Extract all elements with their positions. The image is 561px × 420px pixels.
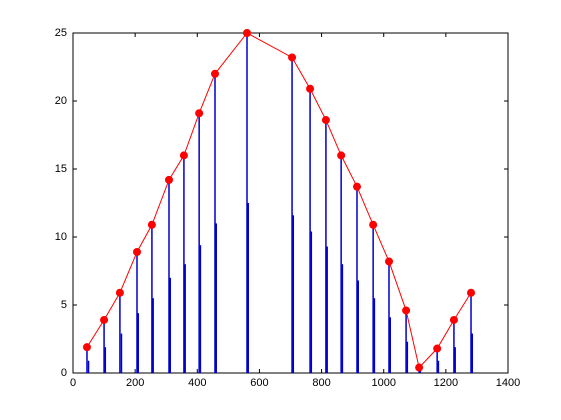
marker — [133, 247, 142, 256]
y-tick-label: 25 — [55, 27, 67, 39]
line — [86, 32, 472, 369]
marker — [82, 343, 91, 352]
y-tick-label: 5 — [61, 299, 67, 311]
y-tick-label: 10 — [55, 231, 67, 243]
marker — [243, 29, 251, 37]
marker — [369, 220, 378, 229]
marker — [288, 53, 297, 62]
marker — [165, 175, 174, 184]
marker — [433, 344, 442, 353]
marker — [449, 315, 458, 324]
y-tick-label: 15 — [55, 163, 67, 175]
marker — [467, 288, 476, 297]
x-tick-label: 1200 — [434, 377, 458, 389]
marker — [115, 288, 124, 297]
marker — [195, 109, 204, 118]
marker — [384, 257, 393, 266]
marker — [179, 151, 188, 160]
marker — [100, 315, 109, 324]
marker — [415, 363, 424, 372]
x-tick-label: 400 — [188, 377, 206, 389]
x-tick-label: 1000 — [371, 377, 395, 389]
x-tick-label: 800 — [312, 377, 330, 389]
marker — [352, 182, 361, 191]
marker — [210, 69, 219, 78]
x-tick-label: 1400 — [496, 377, 520, 389]
x-tick-label: 0 — [70, 377, 76, 389]
plot-area — [72, 32, 509, 374]
marker — [337, 151, 346, 160]
y-tick-label: 0 — [61, 367, 67, 379]
marker — [306, 84, 315, 93]
marker — [402, 306, 411, 315]
x-tick-label: 200 — [126, 377, 144, 389]
y-tick-label: 20 — [55, 95, 67, 107]
marker — [147, 220, 156, 229]
x-tick-label: 600 — [250, 377, 268, 389]
marker — [321, 116, 330, 125]
